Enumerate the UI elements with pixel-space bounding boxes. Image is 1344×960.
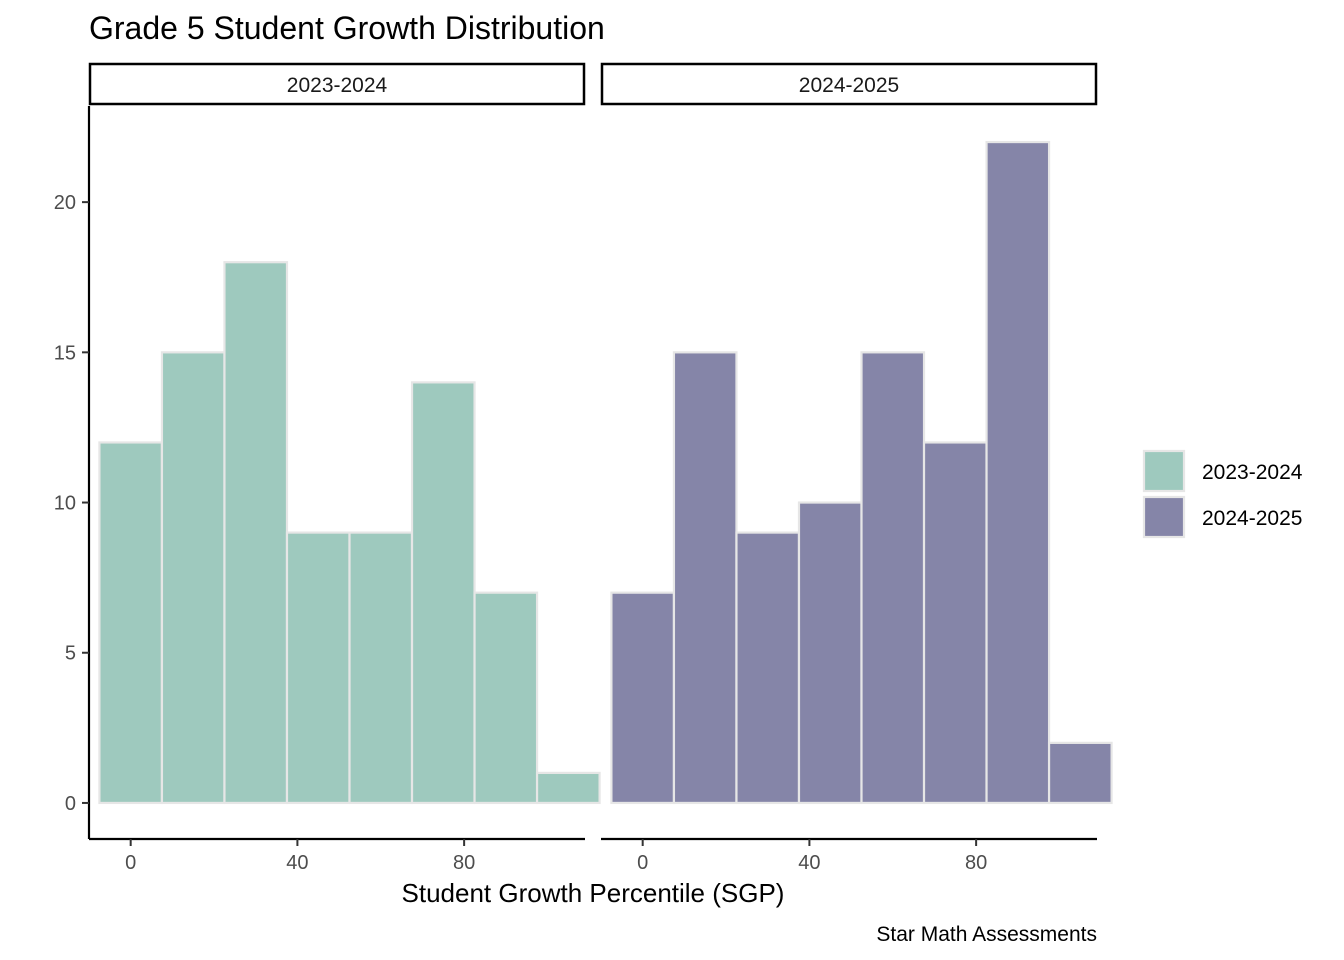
histogram-bar [98,441,164,805]
y-tick-label: 10 [54,493,76,515]
x-tick-label: 0 [637,852,648,874]
facet-strip [88,62,586,106]
histogram-bar [535,771,601,805]
chart-caption: Star Math Assessments [876,923,1097,946]
legend-key-2024-2025 [1142,495,1186,539]
x-tick-label: 80 [453,852,475,874]
x-tick-label: 40 [798,852,820,874]
facet-strip [600,62,1098,106]
y-tick-label: 15 [54,342,76,364]
legend: 2023-2024 2024-2025 [1142,449,1303,539]
histogram-bar [285,531,351,805]
y-tick-label: 0 [65,793,76,815]
histogram-bar [348,531,414,805]
chart-title: Grade 5 Student Growth Distribution [89,10,605,46]
histogram-bar [160,351,226,805]
facet-strip-label: 2024-2025 [799,74,899,97]
histogram-bar [223,261,289,805]
legend-label-2024-2025: 2024-2025 [1202,507,1302,530]
x-tick-label: 40 [286,852,308,874]
histogram-bar [922,441,988,805]
y-tick-label: 20 [54,192,76,214]
histogram-bar [410,381,476,805]
histogram-bar [797,501,863,805]
x-tick-label: 80 [965,852,987,874]
legend-label-2023-2024: 2023-2024 [1202,461,1303,484]
histogram-bar [860,351,926,805]
histogram-bar [985,140,1051,805]
facet-strip-label: 2023-2024 [287,74,388,97]
histogram-bar [610,591,676,805]
histogram-bar [1047,741,1113,805]
histogram-bar [473,591,539,805]
facet-panel-2024-2025: 2024-2025 0 40 80 [600,62,1113,874]
histogram-bar [735,531,801,805]
legend-key-2023-2024 [1142,449,1186,493]
x-axis-title: Student Growth Percentile (SGP) [402,878,785,908]
facet-panels: 2023-2024 0 40 80 0 5 10 15 20 2024-2025 0 40 80 [54,62,1113,874]
histogram-bar [672,351,738,805]
x-tick-label: 0 [125,852,136,874]
facet-panel-2023-2024: 2023-2024 0 40 80 0 5 10 15 20 [54,62,601,874]
y-tick-label: 5 [65,643,76,665]
